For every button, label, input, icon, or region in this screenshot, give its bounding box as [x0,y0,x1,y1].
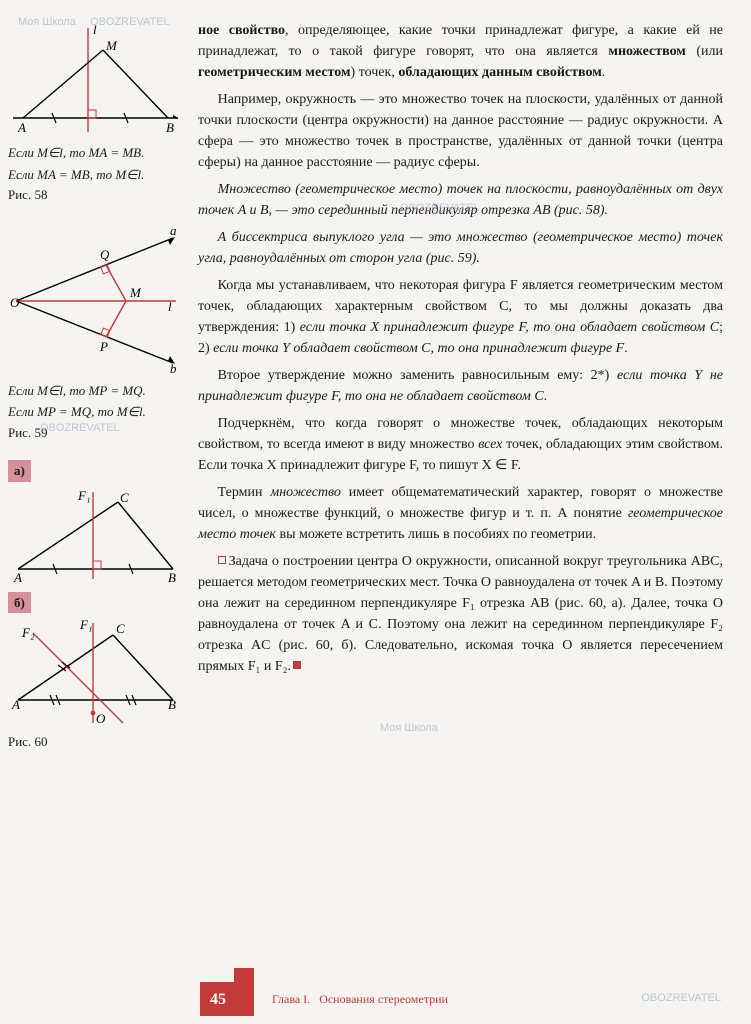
svg-text:C: C [120,490,129,505]
fig60a-marker: а) [8,460,31,482]
page-content: A B M l Если M∈l, то MA = MB. Если MA = … [0,0,751,770]
figure-60b: б) A B C F₁ F₂ O Рис. 60 [8,592,186,752]
svg-text:C: C [116,621,125,636]
fig60b-svg: A B C F₁ F₂ O [8,615,183,730]
text: обладающих данным свойством [398,65,601,80]
paragraph-9: Задача о построении центра O окружности,… [198,551,723,677]
fig58-label: Рис. 58 [8,185,186,205]
chapter-num: Глава I. [272,992,310,1006]
text: геометрическим местом [198,65,351,80]
task-start-marker [218,556,226,564]
text: множество [270,485,341,500]
svg-text:F₁: F₁ [79,617,92,632]
svg-text:A: A [17,120,26,135]
paragraph-5: Когда мы устанавливаем, что некоторая фи… [198,275,723,359]
svg-text:l: l [168,299,172,314]
paragraph-2: Например, окружность — это множество точ… [198,89,723,173]
paragraph-1: ное свойство, определяющее, какие точки … [198,20,723,83]
fig60-label: Рис. 60 [8,732,186,752]
svg-text:M: M [105,38,118,53]
figure-58: A B M l Если M∈l, то MA = MB. Если MA = … [8,20,186,205]
text: . [624,341,628,356]
text: . [544,389,548,404]
task-end-marker [293,661,301,669]
paragraph-7: Подчеркнём, что когда говорят о множеств… [198,413,723,476]
fig59-caption-1: Если M∈l, то MP = MQ. [8,382,186,400]
text: (или [686,44,723,59]
svg-text:Q: Q [100,247,110,262]
paragraph-3: Множество (геометрическое место) точек н… [198,179,723,221]
svg-text:F₁: F₁ [77,488,90,503]
svg-text:l: l [93,22,97,37]
svg-text:O: O [96,711,106,726]
text: вы можете встретить лишь в пособиях по г… [276,527,596,542]
paragraph-8: Термин множество имеет общематематически… [198,482,723,545]
text: Второе утверждение можно заменить равнос… [218,368,617,383]
text: всех [478,437,502,452]
text: если точка Y обладает свойством C, то он… [213,341,624,356]
svg-text:M: M [129,285,142,300]
fig58-svg: A B M l [8,20,183,140]
text: ное свойство [198,23,285,38]
page-number-bar [234,968,254,1016]
svg-text:O: O [10,295,20,310]
fig58-caption-2: Если MA = MB, то M∈l. [8,166,186,184]
paragraph-4: А биссектриса выпуклого угла — это множе… [198,227,723,269]
svg-text:A: A [11,697,20,712]
fig58-caption-1: Если M∈l, то MA = MB. [8,144,186,162]
svg-text:b: b [170,361,177,376]
text: если точка X принадлежит фигуре F, то он… [300,320,719,335]
text: . [602,65,606,80]
text: Термин [218,485,271,500]
svg-text:B: B [168,570,176,584]
page-footer: 45 Глава I. Основания стереометрии [0,968,751,1016]
fig59-label: Рис. 59 [8,423,186,443]
svg-text:B: B [168,697,176,712]
svg-text:B: B [166,120,174,135]
text: Задача о построении центра O окружности,… [198,554,723,674]
figures-column: A B M l Если M∈l, то MA = MB. Если MA = … [8,20,198,770]
fig59-svg: O Q P M l a b [8,223,183,378]
page-number: 45 [200,982,236,1016]
text-column: ное свойство, определяющее, какие точки … [198,20,723,770]
svg-text:F₂: F₂ [21,625,35,640]
figure-60a: а) A B C F₁ [8,460,186,584]
figure-59: O Q P M l a b Если M∈l, то MP = MQ. Если… [8,223,186,443]
chapter-title: Основания стереометрии [319,992,448,1006]
fig59-caption-2: Если MP = MQ, то M∈l. [8,403,186,421]
svg-text:a: a [170,223,177,238]
text: множеством [608,44,685,59]
chapter-label: Глава I. Основания стереометрии [272,990,448,1016]
svg-text:P: P [99,339,108,354]
fig60b-marker: б) [8,592,31,614]
svg-text:A: A [13,570,22,584]
fig60a-svg: A B C F₁ [8,484,183,584]
text: ) точек, [351,65,399,80]
paragraph-6: Второе утверждение можно заменить равнос… [198,365,723,407]
